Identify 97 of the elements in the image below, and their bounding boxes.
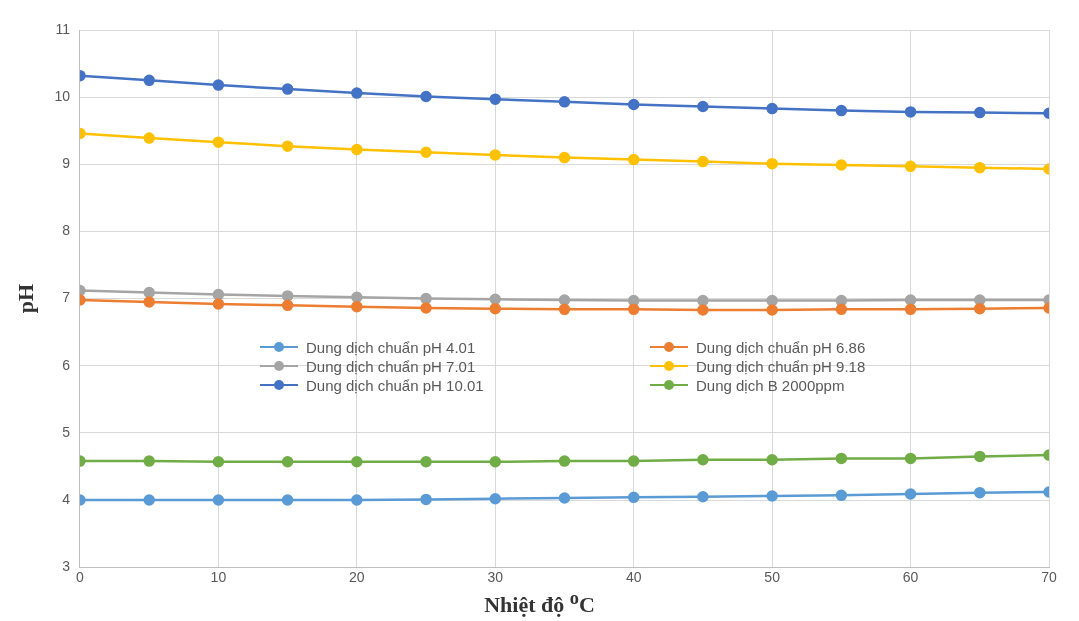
x-axis-title: Nhiệt độ $^{o}$C xyxy=(483,588,596,619)
point xyxy=(489,302,502,315)
y-tick-label: 6 xyxy=(62,356,71,373)
point xyxy=(420,456,432,468)
point xyxy=(904,303,917,316)
x-tick-label: 30 xyxy=(487,569,504,586)
point xyxy=(489,456,502,468)
point xyxy=(627,98,640,111)
point xyxy=(212,494,225,506)
point xyxy=(420,90,432,103)
x-tick-label: 20 xyxy=(349,569,365,586)
point xyxy=(558,294,571,306)
y-tick-label: 8 xyxy=(62,222,71,239)
point xyxy=(281,299,294,312)
point xyxy=(835,104,848,117)
point xyxy=(766,294,778,307)
point xyxy=(420,302,432,314)
point xyxy=(974,106,986,119)
point xyxy=(766,454,778,466)
y-tick-label: 4 xyxy=(62,490,71,507)
point xyxy=(697,155,709,168)
point xyxy=(558,492,571,504)
x-tick-label: 50 xyxy=(764,569,781,586)
point xyxy=(212,456,225,468)
point xyxy=(697,294,709,307)
point xyxy=(697,454,709,466)
point xyxy=(558,455,571,467)
point xyxy=(351,494,363,506)
point xyxy=(351,87,363,99)
point xyxy=(766,490,778,502)
point xyxy=(974,450,986,463)
point xyxy=(489,492,502,505)
point xyxy=(766,102,778,115)
x-tick-label: 60 xyxy=(902,569,919,586)
point xyxy=(835,159,848,171)
point xyxy=(697,490,709,503)
x-tick-label: 70 xyxy=(1041,569,1057,586)
point xyxy=(904,488,917,500)
point xyxy=(281,290,294,302)
point xyxy=(420,292,432,305)
y-tick-label: 5 xyxy=(62,423,71,440)
point xyxy=(697,304,709,316)
y-tick-label: 7 xyxy=(62,289,71,306)
point xyxy=(143,74,155,87)
legend-label: Dung dịch chuẩn pH 6.86 xyxy=(695,338,866,356)
x-tick-label: 10 xyxy=(210,569,227,586)
point xyxy=(143,494,155,506)
point xyxy=(627,455,640,467)
point xyxy=(281,494,294,506)
y-tick-label: 3 xyxy=(62,558,71,575)
point xyxy=(835,303,848,316)
point xyxy=(974,161,986,174)
point xyxy=(766,157,778,170)
point xyxy=(212,298,225,310)
point xyxy=(420,493,432,506)
point xyxy=(351,300,363,313)
point xyxy=(627,153,640,166)
legend-label: Dung dịch chuẩn pH 7.01 xyxy=(305,357,476,375)
point xyxy=(281,456,294,468)
legend-label: Dung dịch B 2000ppm xyxy=(695,376,845,394)
point xyxy=(904,106,917,118)
point xyxy=(489,149,502,161)
point xyxy=(420,146,432,158)
point xyxy=(835,489,848,502)
point xyxy=(627,303,640,316)
point xyxy=(697,100,709,113)
x-tick-label: 40 xyxy=(625,569,642,586)
point xyxy=(904,452,917,465)
point xyxy=(766,304,778,316)
point xyxy=(835,452,848,465)
point xyxy=(904,294,917,306)
point xyxy=(351,456,363,468)
point xyxy=(143,455,155,467)
point xyxy=(212,79,225,91)
y-tick-label: 11 xyxy=(55,20,71,37)
point xyxy=(281,83,294,95)
point xyxy=(558,303,571,316)
point xyxy=(143,132,155,144)
point xyxy=(974,486,986,499)
point xyxy=(351,143,363,156)
point xyxy=(212,288,225,301)
point xyxy=(974,302,986,315)
point xyxy=(627,491,640,504)
point xyxy=(281,140,294,152)
point xyxy=(904,160,917,173)
legend-label: Dung dịch chuẩn pH 4.01 xyxy=(305,338,476,356)
x-tick-label: 0 xyxy=(76,569,85,586)
point xyxy=(558,151,571,164)
point xyxy=(489,93,502,105)
point xyxy=(558,96,571,108)
y-tick-label: 9 xyxy=(62,155,71,172)
point xyxy=(212,136,225,148)
y-axis-title: pH xyxy=(12,283,38,314)
point xyxy=(143,296,155,308)
y-tick-label: 10 xyxy=(54,88,71,105)
legend-label: Dung dịch chuẩn pH 9.18 xyxy=(695,357,866,375)
legend-label: Dung dịch chuẩn pH 10.01 xyxy=(305,376,484,394)
